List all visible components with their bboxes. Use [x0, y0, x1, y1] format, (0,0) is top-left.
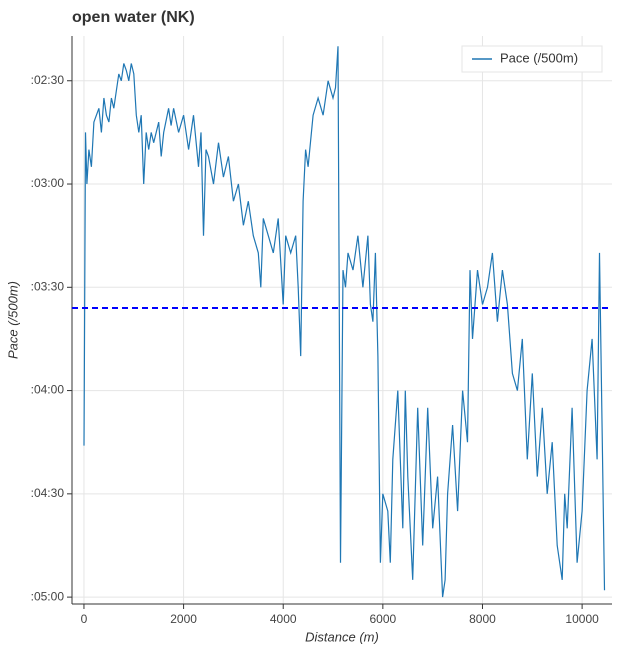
y-tick-label: :04:30: [31, 486, 65, 500]
y-tick-label: :05:00: [31, 589, 65, 603]
chart-title: open water (NK): [72, 9, 195, 26]
y-tick-label: :03:30: [31, 279, 65, 293]
y-tick-label: :03:00: [31, 176, 65, 190]
y-tick-label: :02:30: [31, 73, 65, 87]
x-tick-label: 6000: [369, 612, 396, 626]
x-tick-label: 8000: [469, 612, 496, 626]
y-axis-label: Pace (/500m): [5, 281, 20, 359]
x-tick-label: 4000: [270, 612, 297, 626]
legend-label: Pace (/500m): [500, 50, 578, 65]
x-tick-label: 2000: [170, 612, 197, 626]
x-tick-label: 0: [81, 612, 88, 626]
y-tick-label: :04:00: [31, 383, 65, 397]
x-axis-label: Distance (m): [305, 629, 379, 644]
data-line: [83, 46, 606, 598]
x-tick-label: 10000: [565, 612, 599, 626]
